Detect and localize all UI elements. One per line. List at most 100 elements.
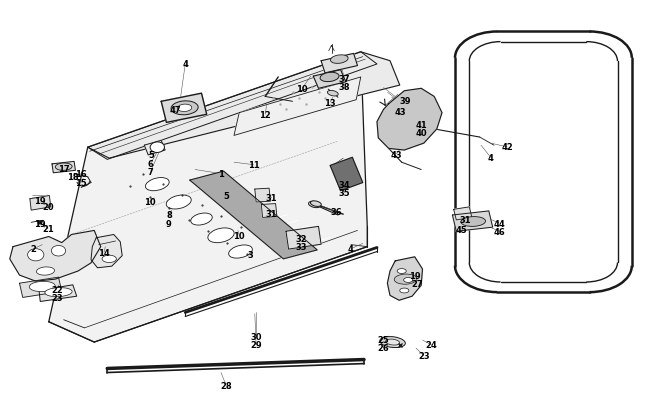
Text: 5: 5 (148, 151, 154, 160)
Text: 9: 9 (166, 219, 172, 228)
Text: 6: 6 (148, 159, 154, 168)
Text: 4: 4 (182, 60, 188, 69)
Text: 39: 39 (400, 97, 411, 106)
Polygon shape (10, 231, 101, 281)
Polygon shape (313, 70, 346, 89)
Polygon shape (91, 235, 122, 268)
Ellipse shape (385, 339, 400, 345)
Polygon shape (190, 172, 317, 259)
Ellipse shape (328, 91, 338, 97)
Polygon shape (321, 54, 358, 74)
Text: 34: 34 (339, 180, 350, 189)
Text: 10: 10 (144, 198, 155, 207)
Polygon shape (377, 89, 442, 151)
Text: 23: 23 (418, 351, 430, 360)
Text: 46: 46 (493, 227, 505, 236)
Ellipse shape (229, 245, 252, 258)
Text: 37: 37 (339, 75, 350, 84)
Polygon shape (88, 53, 377, 160)
Text: 10: 10 (296, 85, 308, 94)
Text: 29: 29 (250, 341, 262, 350)
Polygon shape (286, 227, 321, 249)
Text: 3: 3 (248, 251, 253, 260)
Ellipse shape (330, 55, 348, 64)
Ellipse shape (171, 102, 198, 115)
Text: 31: 31 (460, 216, 471, 225)
Text: 4: 4 (488, 153, 494, 162)
Text: 22: 22 (51, 286, 63, 294)
Ellipse shape (36, 267, 55, 275)
Polygon shape (30, 196, 51, 211)
Text: 12: 12 (259, 111, 271, 119)
Text: 21: 21 (42, 225, 54, 234)
Text: 26: 26 (378, 343, 389, 352)
Text: 27: 27 (411, 279, 423, 288)
Text: 44: 44 (493, 219, 505, 228)
Polygon shape (49, 53, 367, 342)
Text: 19: 19 (409, 272, 421, 281)
Polygon shape (144, 141, 165, 156)
Text: 38: 38 (339, 83, 350, 92)
Text: 42: 42 (501, 143, 513, 152)
Text: 47: 47 (170, 106, 181, 115)
Text: 41: 41 (415, 120, 427, 129)
Text: 19: 19 (34, 196, 46, 205)
Text: 11: 11 (248, 161, 259, 170)
Text: 25: 25 (378, 335, 389, 344)
Ellipse shape (395, 274, 417, 285)
Text: 7: 7 (148, 167, 153, 176)
Text: 33: 33 (296, 243, 307, 252)
Polygon shape (330, 158, 363, 191)
Text: 45: 45 (456, 226, 467, 234)
Text: 28: 28 (220, 381, 232, 390)
Text: 14: 14 (98, 248, 110, 257)
Polygon shape (261, 204, 277, 218)
Ellipse shape (311, 201, 321, 207)
Polygon shape (20, 277, 62, 298)
Polygon shape (161, 94, 207, 123)
Text: 5: 5 (223, 192, 229, 200)
Text: 19: 19 (34, 220, 46, 229)
Ellipse shape (461, 217, 486, 227)
Ellipse shape (146, 178, 169, 191)
Text: 40: 40 (415, 128, 427, 137)
Text: 1: 1 (218, 170, 224, 179)
Text: 2: 2 (31, 245, 37, 254)
Text: 43: 43 (395, 107, 406, 116)
Polygon shape (255, 189, 270, 202)
Ellipse shape (102, 256, 116, 263)
Ellipse shape (190, 213, 213, 226)
Text: 30: 30 (250, 333, 262, 341)
Text: 31: 31 (266, 209, 278, 218)
Text: 24: 24 (426, 341, 437, 350)
Polygon shape (387, 257, 422, 301)
Ellipse shape (208, 228, 234, 243)
Polygon shape (234, 78, 361, 136)
Ellipse shape (400, 288, 409, 293)
Text: 4: 4 (348, 245, 354, 254)
Ellipse shape (404, 278, 413, 283)
Text: 43: 43 (391, 150, 402, 159)
Ellipse shape (177, 105, 192, 112)
Text: 23: 23 (51, 293, 63, 302)
Ellipse shape (45, 288, 72, 297)
Text: 35: 35 (339, 188, 350, 197)
Text: 31: 31 (266, 194, 278, 203)
Polygon shape (52, 162, 75, 173)
Polygon shape (88, 53, 400, 159)
Ellipse shape (29, 281, 55, 292)
Ellipse shape (397, 269, 406, 274)
Text: 10: 10 (233, 231, 245, 240)
Text: 18: 18 (67, 173, 79, 182)
Polygon shape (39, 285, 77, 302)
Text: 8: 8 (166, 211, 172, 220)
Text: 17: 17 (58, 165, 70, 174)
Ellipse shape (27, 249, 44, 261)
Ellipse shape (380, 337, 406, 348)
Text: 16: 16 (75, 170, 86, 179)
Text: 32: 32 (296, 234, 307, 243)
Ellipse shape (150, 143, 164, 153)
Ellipse shape (166, 196, 191, 209)
Polygon shape (454, 207, 472, 220)
Text: 36: 36 (331, 208, 343, 217)
